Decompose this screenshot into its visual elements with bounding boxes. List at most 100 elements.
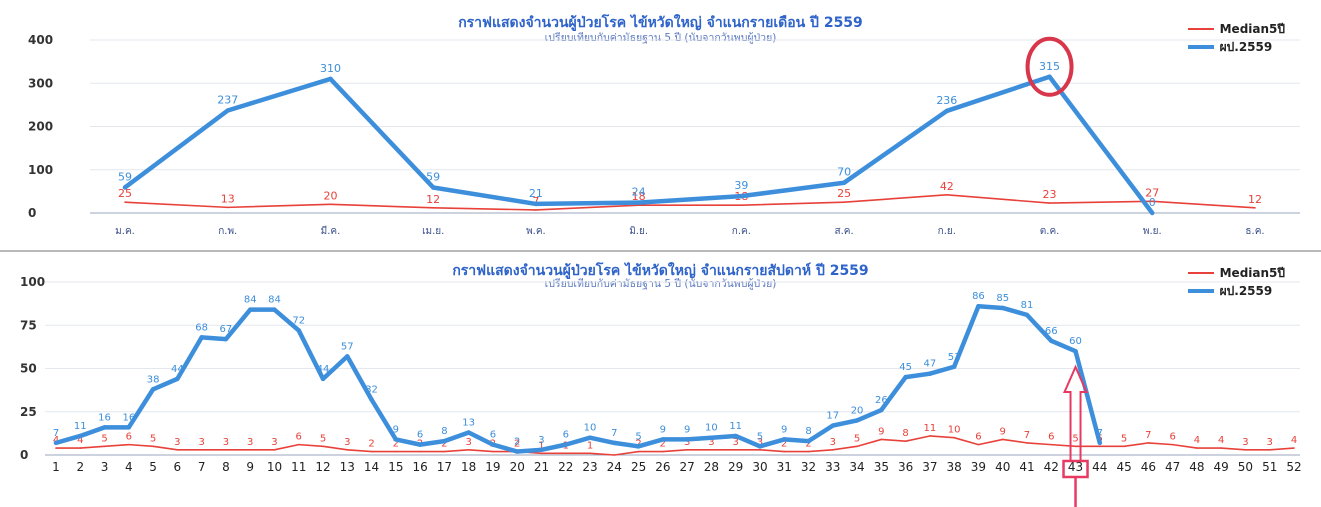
series-segment — [977, 438, 1004, 446]
data-label: 25 — [118, 187, 132, 200]
chart-legend: Median5ปี ผป.2559 — [1187, 264, 1285, 300]
legend-swatch-2559 — [1187, 289, 1214, 293]
series-segment — [733, 433, 763, 449]
series-segment — [757, 437, 787, 449]
data-label: 57 — [341, 341, 354, 352]
x-tick-label: 38 — [947, 460, 962, 474]
data-label: 5 — [150, 433, 156, 444]
data-label: 32 — [365, 385, 378, 396]
series-segment — [1073, 348, 1103, 446]
series-segment — [1268, 447, 1295, 451]
data-label: 72 — [292, 315, 305, 326]
series-segment — [369, 397, 399, 442]
series-segment — [1024, 312, 1054, 344]
data-label: 3 — [538, 435, 544, 446]
legend-swatch-median — [1187, 28, 1214, 30]
y-tick-label: 0 — [28, 206, 36, 220]
series-segment — [929, 435, 955, 439]
x-tick-label: 6 — [174, 460, 182, 474]
series-segment — [150, 376, 180, 392]
series-segment — [152, 445, 179, 451]
x-tick-label: 8 — [222, 460, 230, 474]
series-segment — [273, 443, 300, 451]
data-label: 11 — [924, 423, 937, 434]
legend-item-2559: ผป.2559 — [1187, 282, 1285, 300]
x-tick-label: 30 — [752, 460, 767, 474]
x-tick-label: 28 — [704, 460, 719, 474]
series-segment — [587, 435, 617, 446]
data-label: 2 — [368, 439, 374, 450]
x-tick-label: พ.ย. — [1143, 226, 1162, 237]
y-tick-label: 200 — [28, 120, 53, 134]
data-label: 66 — [1045, 326, 1058, 337]
data-label: 24 — [632, 186, 646, 199]
data-label: 10 — [705, 423, 718, 434]
series-segment — [124, 201, 229, 209]
data-label: 3 — [708, 437, 714, 448]
series-segment — [944, 74, 1052, 114]
series-segment — [904, 435, 931, 442]
series-segment — [709, 433, 738, 440]
data-label: 51 — [948, 352, 961, 363]
data-label: 8 — [805, 426, 811, 437]
x-tick-label: 32 — [801, 460, 816, 474]
series-segment — [843, 194, 948, 203]
series-segment — [740, 201, 845, 207]
x-tick-label: 7 — [198, 460, 206, 474]
series-segment — [946, 194, 1051, 204]
data-label: 68 — [195, 322, 208, 333]
data-label: 9 — [781, 424, 787, 435]
x-tick-label: เม.ย. — [422, 226, 444, 237]
legend-item-2559: ผป.2559 — [1187, 38, 1285, 56]
series-segment — [976, 303, 1005, 311]
series-segment — [1001, 438, 1028, 444]
x-tick-label: 39 — [971, 460, 986, 474]
series-segment — [346, 449, 373, 453]
series-segment — [1000, 305, 1030, 318]
series-segment — [903, 371, 933, 380]
data-label: 237 — [217, 93, 238, 106]
series-segment — [223, 307, 253, 342]
data-label: 44 — [171, 364, 184, 375]
data-label: 5 — [101, 433, 107, 444]
highlight-arrow — [1062, 364, 1089, 462]
series-segment — [807, 449, 834, 453]
y-tick-label: 100 — [20, 275, 45, 289]
data-label: 20 — [851, 405, 864, 416]
y-tick-label: 400 — [28, 33, 53, 47]
series-segment — [226, 203, 332, 209]
x-tick-label: 29 — [728, 460, 743, 474]
data-label: 3 — [732, 437, 738, 448]
x-tick-label: 37 — [922, 460, 937, 474]
data-label: 2 — [781, 439, 787, 450]
x-tick-label: 15 — [388, 460, 403, 474]
series-segment — [533, 200, 641, 207]
x-tick-label: 26 — [655, 460, 670, 474]
data-label: 44 — [317, 364, 330, 375]
data-label: 47 — [924, 359, 937, 370]
series-segment — [1123, 442, 1150, 448]
data-label: 85 — [996, 293, 1009, 304]
data-label: 2 — [660, 439, 666, 450]
series-segment — [781, 437, 811, 444]
data-label: 7 — [1024, 430, 1030, 441]
data-label: 27 — [1145, 186, 1159, 199]
series-segment — [199, 335, 229, 342]
data-label: 11 — [74, 421, 87, 432]
series-segment — [1220, 447, 1247, 451]
x-tick-label: ก.ค. — [732, 226, 751, 237]
x-tick-label: ธ.ค. — [1245, 226, 1264, 237]
data-label: 3 — [1267, 437, 1273, 448]
series-segment — [393, 437, 423, 447]
highlight-circle — [1025, 36, 1074, 97]
data-label: 12 — [1248, 193, 1262, 206]
data-label: 7 — [1097, 428, 1103, 439]
x-tick-label: 19 — [485, 460, 500, 474]
series-segment — [612, 440, 641, 449]
data-label: 25 — [837, 187, 851, 200]
data-label: 9 — [684, 424, 690, 435]
x-tick-label: 27 — [679, 460, 694, 474]
series-segment — [296, 328, 326, 382]
